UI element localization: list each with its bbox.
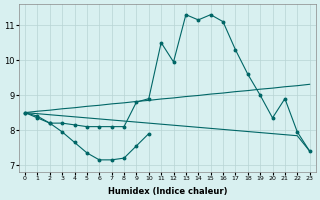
- X-axis label: Humidex (Indice chaleur): Humidex (Indice chaleur): [108, 187, 227, 196]
